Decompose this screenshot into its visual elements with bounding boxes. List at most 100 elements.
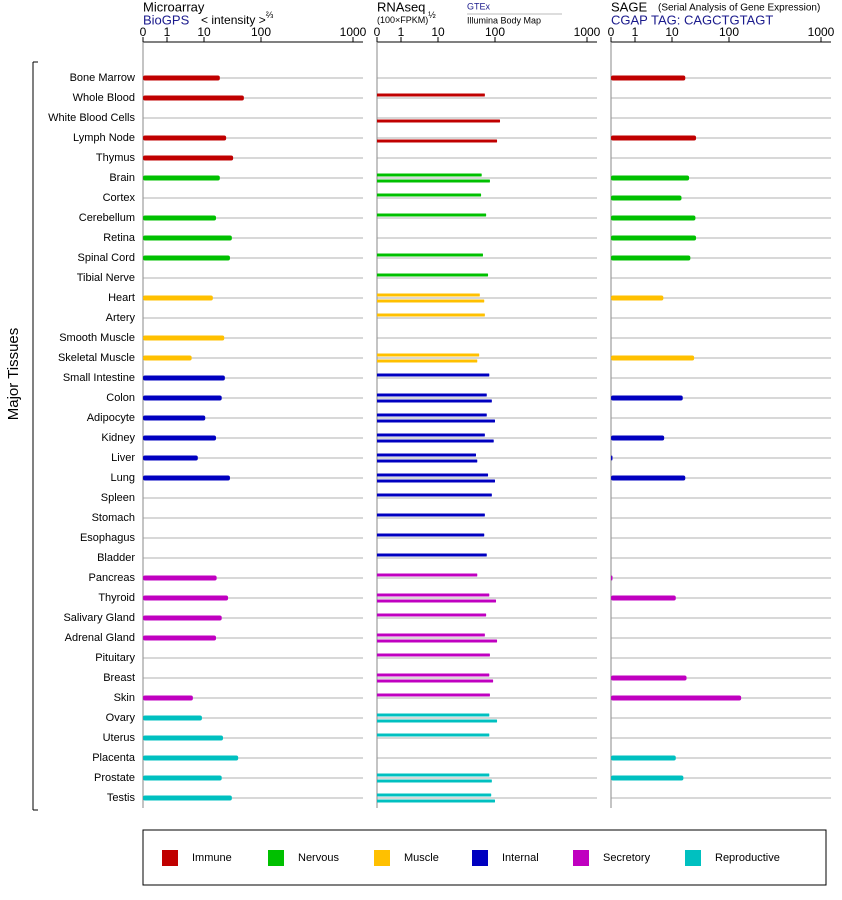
bar: [377, 473, 489, 477]
bar: [377, 439, 494, 443]
x-tick-label: 1: [164, 25, 171, 39]
panel-title: RNAseq: [377, 0, 425, 14]
y-axis-label: Major Tissues: [5, 328, 22, 421]
bar: [377, 779, 492, 783]
legend-box: [142, 829, 827, 886]
category-label: Thyroid: [98, 592, 135, 604]
bar: [377, 719, 498, 723]
bar: [377, 673, 490, 677]
bar: [611, 675, 687, 681]
x-tick-label: 0: [608, 25, 615, 39]
category-label: Skeletal Muscle: [58, 352, 135, 364]
bar: [377, 193, 482, 197]
bar: [377, 679, 494, 683]
x-tick-label: 100: [719, 25, 739, 39]
bar: [377, 693, 490, 697]
bar: [611, 75, 686, 81]
bar: [143, 135, 227, 141]
bar: [377, 139, 498, 143]
category-label: Artery: [106, 312, 136, 324]
x-tick-label: 1: [632, 25, 639, 39]
x-tick-label: 1: [398, 25, 405, 39]
legend-swatch: [162, 850, 178, 866]
bar: [377, 173, 482, 177]
bar: [143, 255, 230, 261]
bar: [611, 395, 683, 401]
panel-subtitle: BioGPS: [143, 12, 190, 27]
bar: [143, 95, 244, 101]
bar: [143, 595, 229, 601]
category-label: Bladder: [97, 552, 135, 564]
bar: [611, 195, 682, 201]
category-label: Tibial Nerve: [77, 272, 135, 284]
category-label: Uterus: [103, 732, 136, 744]
bar: [143, 75, 220, 81]
category-label: Salivary Gland: [63, 612, 135, 624]
category-label: Pituitary: [95, 652, 135, 664]
bar: [377, 713, 490, 717]
legend-swatch: [472, 850, 488, 866]
legend-swatch: [268, 850, 284, 866]
category-label: Colon: [106, 392, 135, 404]
bar: [143, 475, 230, 481]
category-label: Adrenal Gland: [65, 632, 135, 644]
bar: [143, 715, 202, 721]
x-tick-label: 10: [197, 25, 211, 39]
category-label: Stomach: [92, 512, 135, 524]
axis-label-text: < intensity >: [201, 13, 266, 27]
category-label: Skin: [114, 692, 135, 704]
category-label: Liver: [111, 452, 135, 464]
legend-label: Nervous: [298, 852, 339, 864]
bar: [377, 513, 485, 517]
bar: [143, 775, 222, 781]
bar: [377, 453, 476, 457]
x-tick-label: 100: [251, 25, 271, 39]
bar: [611, 455, 613, 461]
category-label: Whole Blood: [73, 92, 135, 104]
bar: [377, 373, 490, 377]
bar: [377, 313, 485, 317]
axis-label-exponent: ½: [428, 10, 436, 20]
axis-label-exponent: ⅔: [266, 10, 274, 20]
category-label: Prostate: [94, 772, 135, 784]
legend-label: Reproductive: [715, 852, 780, 864]
bar: [611, 355, 695, 361]
bar: [143, 455, 198, 461]
category-label: Smooth Muscle: [59, 332, 135, 344]
x-tick-label: 1000: [808, 25, 835, 39]
legend-label: Immune: [192, 852, 232, 864]
bar: [377, 773, 490, 777]
x-tick-label: 1000: [340, 25, 367, 39]
bar: [377, 213, 487, 217]
bar: [377, 633, 485, 637]
bar: [611, 475, 686, 481]
bar: [377, 93, 485, 97]
category-label: Cerebellum: [79, 212, 135, 224]
category-label: White Blood Cells: [48, 112, 135, 124]
bar: [377, 359, 478, 363]
bar: [143, 635, 217, 641]
axis-label: < intensity >⅔: [201, 10, 274, 27]
bar: [377, 653, 490, 657]
bar: [377, 793, 492, 797]
bar: [611, 435, 665, 441]
bar: [611, 235, 697, 241]
bar: [611, 295, 664, 301]
bar: [143, 415, 206, 421]
bar: [143, 395, 222, 401]
bar: [143, 795, 232, 801]
category-label: Spleen: [101, 492, 135, 504]
category-label: Small Intestine: [63, 372, 135, 384]
category-label: Brain: [109, 172, 135, 184]
category-label: Retina: [103, 232, 136, 244]
x-tick-label: 10: [665, 25, 679, 39]
bar: [143, 755, 239, 761]
bar: [377, 599, 497, 603]
bar: [611, 575, 613, 581]
category-label: Kidney: [101, 432, 135, 444]
legend-swatch: [573, 850, 589, 866]
category-label: Thymus: [96, 152, 136, 164]
x-tick-label: 0: [374, 25, 381, 39]
bar: [377, 393, 487, 397]
